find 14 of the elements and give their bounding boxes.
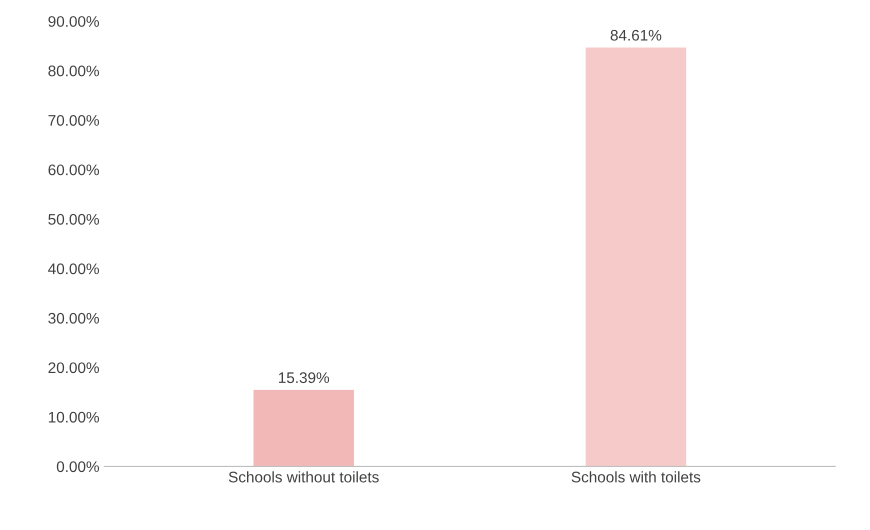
y-tick-label: 30.00%	[48, 312, 99, 324]
y-tick-label: 20.00%	[48, 362, 99, 374]
y-tick-label: 0.00%	[56, 461, 99, 472]
data-label: 84.61%	[610, 30, 662, 41]
y-tick-label: 60.00%	[48, 164, 99, 176]
y-tick-label: 10.00%	[48, 412, 99, 423]
y-tick-label: 50.00%	[48, 214, 99, 225]
y-tick-label: 90.00%	[48, 16, 99, 27]
x-tick-label: Schools without toilets	[228, 471, 379, 482]
data-label: 15.39%	[278, 372, 330, 384]
y-tick-label: 80.00%	[48, 66, 99, 76]
y-tick-label: 70.00%	[48, 115, 99, 126]
x-tick-label: Schools with toilets	[572, 471, 700, 482]
y-tick-label: 40.00%	[48, 263, 99, 274]
